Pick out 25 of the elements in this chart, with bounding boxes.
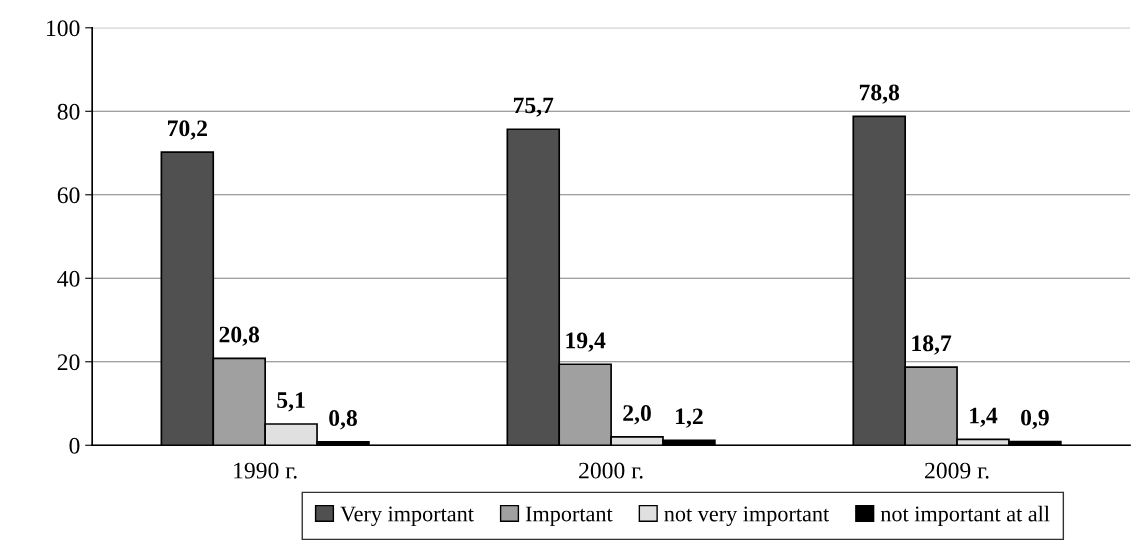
data-label: 0,9 — [1021, 409, 1049, 430]
y-tick-label: 40 — [57, 270, 80, 287]
data-label: 5,1 — [277, 392, 305, 412]
y-tick-label: 80 — [57, 103, 80, 120]
data-label: 19,4 — [566, 332, 606, 352]
data-label: 2,0 — [623, 405, 651, 425]
legend-label: Important — [525, 506, 613, 526]
y-tick-label: 20 — [57, 354, 80, 371]
legend-label: not important at all — [880, 505, 1050, 526]
x-tick-label: 2000 г. — [579, 462, 643, 479]
data-label: 20,8 — [219, 326, 260, 346]
data-label: 1,2 — [676, 408, 703, 428]
y-tick-label: 100 — [47, 20, 80, 37]
data-label: 1,4 — [970, 407, 998, 427]
y-tick-label: 60 — [57, 187, 80, 204]
data-label: 70,2 — [168, 120, 207, 140]
legend-label: not very important — [664, 506, 830, 527]
data-label: 0,8 — [329, 410, 357, 430]
legend-label: Very important — [340, 506, 474, 527]
data-label: 18,7 — [912, 335, 952, 355]
y-tick-label: 0 — [69, 437, 80, 454]
x-tick-label: 1990 г. — [234, 462, 297, 479]
data-label: 78,8 — [859, 84, 900, 104]
data-label: 75,7 — [513, 97, 554, 117]
x-tick-label: 2009 г. — [925, 462, 989, 479]
